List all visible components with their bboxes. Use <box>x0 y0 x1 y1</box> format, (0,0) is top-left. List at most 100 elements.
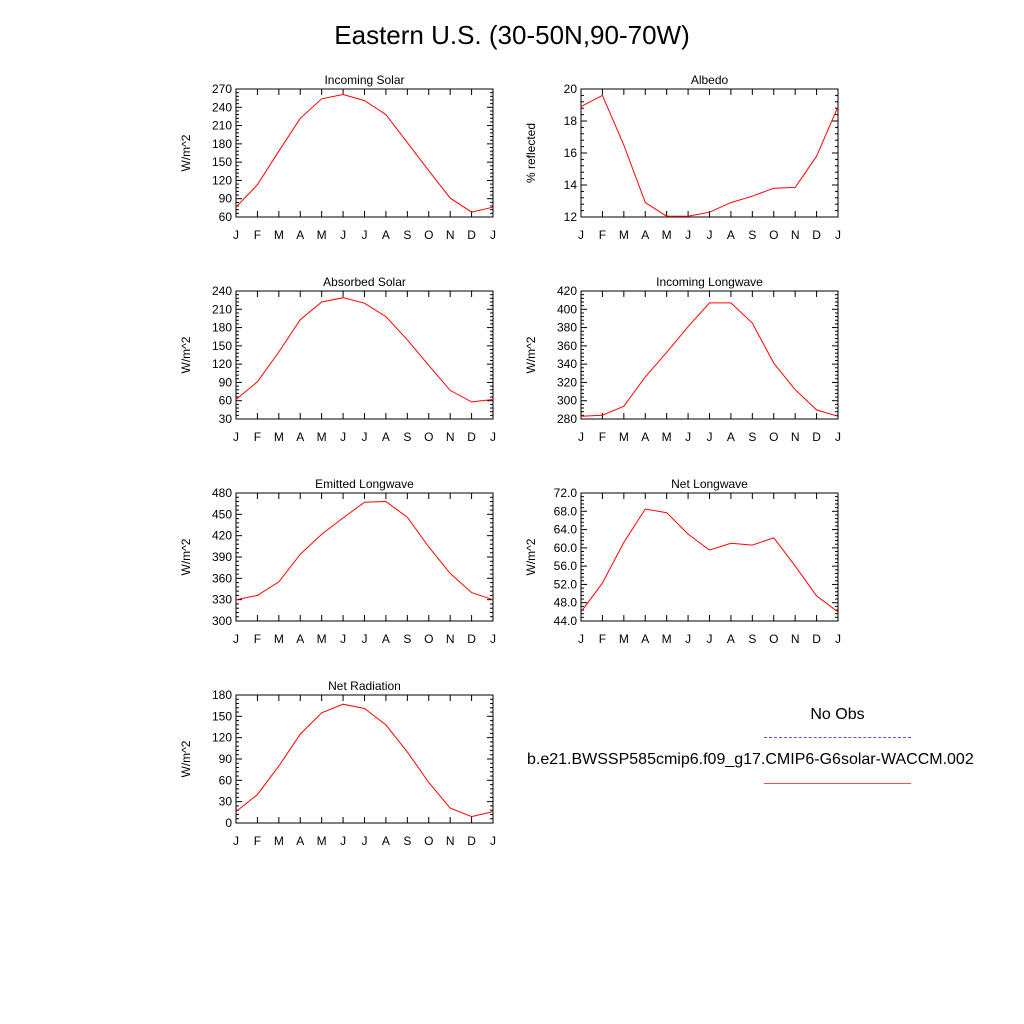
x-tick-label: J <box>362 228 368 242</box>
y-tick-label: 120 <box>212 357 232 371</box>
x-tick-label: D <box>467 632 476 646</box>
x-tick-label: A <box>382 228 390 242</box>
y-tick-label: 320 <box>557 375 577 389</box>
y-tick-label: 360 <box>212 571 232 585</box>
x-tick-label: M <box>619 228 629 242</box>
series-line <box>235 93 494 213</box>
x-tick-label: J <box>707 632 713 646</box>
x-tick-label: M <box>317 834 327 848</box>
y-tick-label: 450 <box>212 507 232 521</box>
x-tick-label: M <box>619 430 629 444</box>
y-tick-label: 18 <box>564 114 578 128</box>
x-tick-label: O <box>769 430 778 444</box>
legend-line-obs <box>764 737 911 738</box>
y-tick-label: 480 <box>212 486 232 500</box>
x-tick-label: N <box>791 430 800 444</box>
x-tick-label: O <box>424 430 433 444</box>
x-tick-label: J <box>340 834 346 848</box>
x-tick-label: D <box>812 228 821 242</box>
chart-title: Albedo <box>691 73 729 87</box>
y-tick-label: 120 <box>212 731 232 745</box>
y-tick-label: 52.0 <box>554 577 578 591</box>
plot-frame <box>235 88 494 218</box>
x-tick-label: D <box>467 834 476 848</box>
y-tick-label: 90 <box>219 192 233 206</box>
plot-frame <box>580 290 839 420</box>
x-tick-label: S <box>403 228 411 242</box>
y-tick-label: 330 <box>212 593 232 607</box>
y-tick-label: 0 <box>225 816 232 830</box>
x-tick-label: M <box>662 632 672 646</box>
series-line <box>235 297 494 403</box>
x-tick-label: F <box>599 632 606 646</box>
x-tick-label: M <box>662 228 672 242</box>
x-tick-label: O <box>424 228 433 242</box>
y-tick-label: 16 <box>564 146 578 160</box>
x-tick-label: J <box>685 430 691 444</box>
x-tick-label: M <box>317 228 327 242</box>
x-tick-label: N <box>446 632 455 646</box>
x-tick-label: D <box>467 430 476 444</box>
x-tick-label: J <box>835 228 841 242</box>
x-tick-label: J <box>340 430 346 444</box>
x-tick-label: J <box>490 834 496 848</box>
y-tick-label: 380 <box>557 321 577 335</box>
y-axis-label: W/m^2 <box>524 336 538 373</box>
x-tick-label: A <box>382 834 390 848</box>
y-tick-label: 210 <box>212 302 232 316</box>
chart-absorbed-solar: Absorbed Solar W/m^2 30 60 90 120 150 180 210 240… <box>179 275 496 444</box>
x-tick-label: J <box>362 834 368 848</box>
x-tick-label: A <box>296 632 304 646</box>
x-tick-label: F <box>254 228 261 242</box>
y-tick-label: 30 <box>219 795 233 809</box>
y-tick-label: 180 <box>212 321 232 335</box>
x-tick-label: J <box>233 632 239 646</box>
x-tick-label: M <box>274 430 284 444</box>
y-tick-label: 360 <box>557 339 577 353</box>
y-tick-label: 300 <box>212 614 232 628</box>
x-tick-label: O <box>769 632 778 646</box>
x-tick-label: N <box>446 834 455 848</box>
x-tick-label: S <box>748 632 756 646</box>
y-tick-label: 90 <box>219 375 233 389</box>
x-tick-label: J <box>362 430 368 444</box>
legend-label-model: b.e21.BWSSP585cmip6.f09_g17.CMIP6-G6sola… <box>527 751 974 768</box>
y-tick-label: 60 <box>219 394 233 408</box>
page-title: Eastern U.S. (30-50N,90-70W) <box>334 20 690 50</box>
x-tick-label: F <box>254 834 261 848</box>
x-tick-label: J <box>340 228 346 242</box>
series-line <box>235 703 494 818</box>
x-tick-label: O <box>424 834 433 848</box>
chart-title: Net Longwave <box>671 477 748 491</box>
y-tick-label: 340 <box>557 357 577 371</box>
y-tick-label: 400 <box>557 302 577 316</box>
y-tick-label: 420 <box>557 284 577 298</box>
x-tick-label: J <box>707 228 713 242</box>
chart-title: Emitted Longwave <box>315 477 414 491</box>
y-tick-label: 390 <box>212 550 232 564</box>
x-tick-label: M <box>274 632 284 646</box>
y-tick-label: 120 <box>212 173 232 187</box>
y-tick-label: 300 <box>557 394 577 408</box>
x-tick-label: A <box>727 430 735 444</box>
x-tick-label: A <box>296 430 304 444</box>
y-axis-label: % reflected <box>524 123 538 183</box>
x-tick-label: D <box>812 430 821 444</box>
x-tick-label: A <box>641 632 649 646</box>
x-tick-label: S <box>748 430 756 444</box>
x-tick-label: M <box>317 632 327 646</box>
x-tick-label: A <box>727 228 735 242</box>
x-tick-label: N <box>446 228 455 242</box>
x-tick-label: M <box>662 430 672 444</box>
y-tick-label: 30 <box>219 412 233 426</box>
x-tick-label: J <box>685 632 691 646</box>
x-tick-label: J <box>490 430 496 444</box>
chart-net-longwave: Net Longwave W/m^2 44.0 48.0 52.0 56.0 60.0 64.… <box>524 477 841 646</box>
x-tick-label: J <box>578 632 584 646</box>
x-tick-label: J <box>578 228 584 242</box>
y-tick-label: 90 <box>219 752 233 766</box>
x-tick-label: S <box>403 632 411 646</box>
x-tick-label: J <box>685 228 691 242</box>
